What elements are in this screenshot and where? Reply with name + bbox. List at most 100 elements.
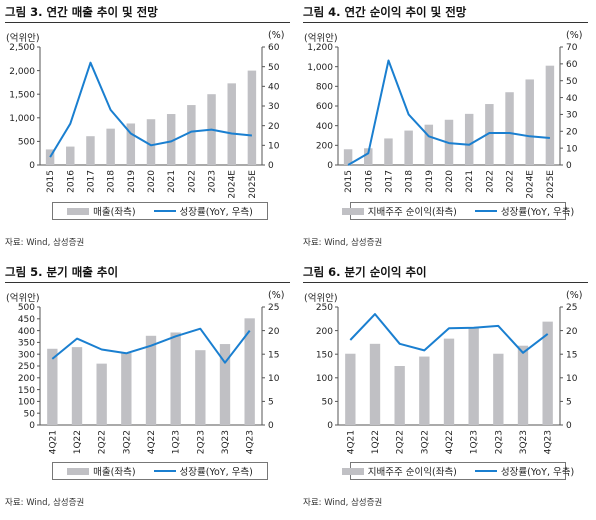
x-tick-label: 1Q23 <box>172 430 182 454</box>
x-tick-label: 2017 <box>86 170 96 193</box>
bar <box>525 79 534 165</box>
legend-bar-label: 지배주주 순이익(좌측) <box>367 207 457 218</box>
bar <box>45 149 55 165</box>
chart-legend: 매출(좌측) 성장률(YoY, 우측) <box>52 462 268 480</box>
source-note: 자료: Wind, 삼성증권 <box>5 498 85 508</box>
x-tick-label: 1Q22 <box>73 430 83 454</box>
legend-item-bar: 매출(좌측) <box>67 204 136 218</box>
chart-legend: 매출(좌측) 성장률(YoY, 우측) <box>52 202 268 220</box>
bar <box>187 105 196 165</box>
x-tick-label: 4Q22 <box>147 430 157 454</box>
chart-title: 그림 4. 연간 순이익 추이 및 전망 <box>303 5 467 19</box>
x-tick-label: 2Q22 <box>98 430 108 454</box>
right-tick-label: 25 <box>268 303 279 313</box>
chart-panel-fig4: 그림 4. 연간 순이익 추이 및 전망 (억위안) (%) 0 200 400 60… <box>298 0 596 260</box>
x-tick-label: 4Q23 <box>246 430 256 454</box>
legend-line-swatch <box>474 210 497 212</box>
bar <box>364 148 373 165</box>
right-tick-label: 40 <box>566 94 578 104</box>
growth-line <box>49 61 252 158</box>
x-tick-label: 2021 <box>167 170 177 193</box>
legend-item-line: 성장률(YoY, 우측) <box>474 464 574 478</box>
x-tick-label: 3Q22 <box>122 430 132 454</box>
right-tick-label: 50 <box>566 77 578 87</box>
bar <box>47 348 58 425</box>
bar <box>419 356 430 425</box>
legend-line-label: 성장률(YoY, 우측) <box>179 207 253 218</box>
left-tick-label: 50 <box>24 409 36 419</box>
left-tick-label: 1,200 <box>307 43 333 53</box>
bar <box>71 347 83 425</box>
x-tick-label: 2017 <box>384 170 394 193</box>
bar <box>343 149 353 165</box>
title-rule <box>5 282 290 283</box>
left-tick-label: 300 <box>18 350 35 360</box>
right-unit-label: (%) <box>268 290 285 301</box>
right-tick-label: 30 <box>268 102 280 112</box>
x-tick-label: 2025E <box>248 170 258 199</box>
x-tick-label: 2020 <box>147 170 157 193</box>
left-tick-label: 800 <box>316 83 333 93</box>
x-tick-label: 2016 <box>66 170 76 193</box>
x-tick-label: 4Q22 <box>445 430 455 454</box>
legend-line-label: 성장률(YoY, 우측) <box>179 467 253 478</box>
left-tick-label: 400 <box>316 122 333 132</box>
x-tick-label: 3Q22 <box>420 430 430 454</box>
growth-line <box>51 327 251 364</box>
x-tick-label: 2018 <box>405 170 415 193</box>
left-tick-label: 0 <box>29 161 35 171</box>
title-rule <box>303 282 588 283</box>
bar <box>106 128 115 165</box>
chart-panel-fig5: 그림 5. 분기 매출 추이 (억위안) (%) 0 50 100 150 200 250… <box>0 260 298 520</box>
right-tick-label: 0 <box>268 421 274 431</box>
bar <box>443 338 455 425</box>
chart-panel-fig6: 그림 6. 분기 순이익 추이 (억위안) (%) 0 50 100 150 200 25… <box>298 260 596 520</box>
x-tick-label: 3Q23 <box>519 430 529 454</box>
bar <box>247 70 257 165</box>
x-tick-label: 2016 <box>364 170 374 193</box>
left-tick-label: 350 <box>18 339 35 349</box>
x-tick-label: 2023 <box>208 170 218 193</box>
left-tick-label: 500 <box>18 138 35 148</box>
left-tick-label: 600 <box>316 102 333 112</box>
legend-line-swatch <box>153 210 176 212</box>
left-unit-label: (억위안) <box>304 293 338 304</box>
left-tick-label: 100 <box>316 374 333 384</box>
bar <box>227 83 236 165</box>
legend-item-line: 성장률(YoY, 우측) <box>153 464 253 478</box>
bar <box>146 119 156 165</box>
x-tick-label: 2Q23 <box>196 430 206 454</box>
x-tick-label: 2015 <box>344 170 354 193</box>
legend-line-swatch <box>153 470 176 472</box>
right-tick-label: 10 <box>268 374 280 384</box>
title-rule <box>303 22 588 23</box>
right-tick-label: 5 <box>268 398 274 408</box>
x-tick-label: 2025E <box>546 170 556 199</box>
bar <box>464 113 474 165</box>
left-tick-label: 200 <box>316 327 333 337</box>
left-tick-label: 2,000 <box>9 67 35 77</box>
right-tick-label: 5 <box>566 398 572 408</box>
left-tick-label: 1,500 <box>9 90 35 100</box>
x-tick-label: 2019 <box>127 170 137 193</box>
left-unit-label: (억위안) <box>304 33 338 44</box>
left-tick-label: 1,000 <box>307 63 333 73</box>
bar <box>145 335 157 425</box>
bar <box>517 345 529 425</box>
left-tick-label: 500 <box>18 303 35 313</box>
right-tick-label: 50 <box>268 63 280 73</box>
bar <box>121 353 132 425</box>
x-tick-label: 2015 <box>46 170 56 193</box>
growth-line <box>347 59 550 166</box>
bar <box>96 363 107 425</box>
bar <box>404 130 413 165</box>
bar <box>424 124 434 165</box>
chart-title: 그림 5. 분기 매출 추이 <box>5 265 119 279</box>
x-tick-label: 2022 <box>187 170 197 193</box>
x-tick-label: 2019 <box>425 170 435 193</box>
x-tick-label: 1Q23 <box>470 430 480 454</box>
left-tick-label: 0 <box>327 161 333 171</box>
right-tick-label: 20 <box>566 127 578 137</box>
legend-bar-swatch <box>341 207 364 215</box>
source-note: 자료: Wind, 삼성증권 <box>303 498 383 508</box>
